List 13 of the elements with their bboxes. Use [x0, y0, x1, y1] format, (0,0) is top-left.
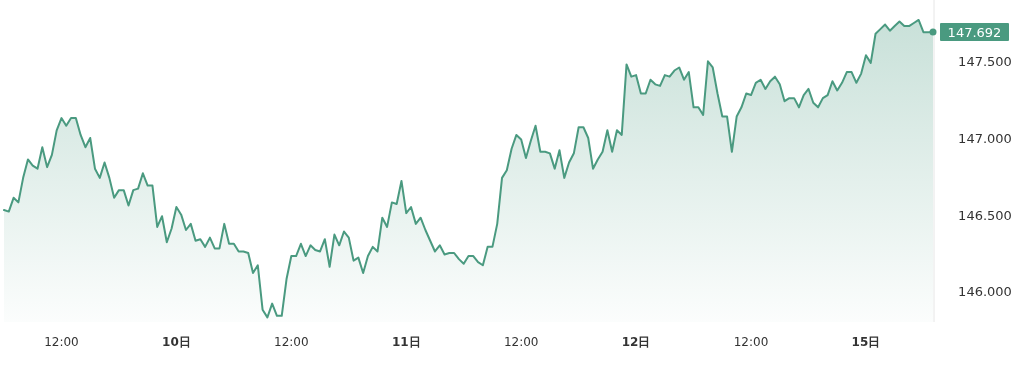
- y-tick-label: 146.000: [958, 284, 1012, 300]
- x-tick-label: 12:00: [503, 335, 539, 349]
- x-tick-label: 15日: [851, 335, 881, 349]
- x-tick-label: 12:00: [733, 335, 769, 349]
- x-tick-label: 12:00: [274, 335, 309, 349]
- x-tick-label: 11日: [391, 335, 421, 349]
- x-tick-label: 12日: [621, 335, 651, 349]
- x-tick-label: 10日: [162, 335, 191, 349]
- y-tick-label: 147.000: [958, 131, 1012, 146]
- y-tick-label: 146.500: [958, 207, 1012, 223]
- text: 147.692: [947, 24, 1002, 40]
- x-tick-label: 12:00: [44, 335, 79, 349]
- y-tick-label: 147.500: [958, 54, 1012, 70]
